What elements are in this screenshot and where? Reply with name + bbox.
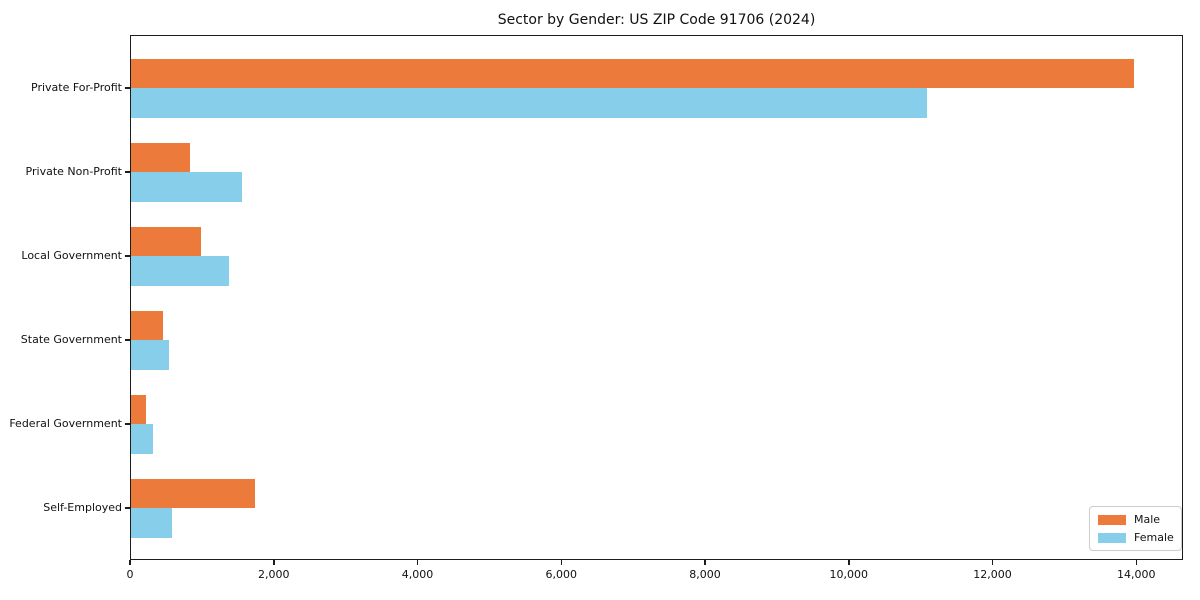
x-tick-label: 0 bbox=[126, 568, 134, 581]
bar-male-5 bbox=[131, 394, 147, 424]
x-tick-label: 12,000 bbox=[973, 568, 1012, 581]
plot-area bbox=[130, 35, 1183, 560]
bar-female-1 bbox=[131, 88, 928, 118]
y-tick-label: State Government bbox=[20, 333, 122, 346]
y-tick-label: Local Government bbox=[21, 249, 122, 262]
bar-female-4 bbox=[131, 340, 170, 370]
y-tick bbox=[125, 255, 130, 257]
x-tick-label: 14,000 bbox=[1117, 568, 1156, 581]
y-tick bbox=[125, 339, 130, 341]
bar-female-6 bbox=[131, 508, 172, 538]
chart-title: Sector by Gender: US ZIP Code 91706 (202… bbox=[497, 12, 816, 28]
legend-item-male: Male bbox=[1098, 513, 1173, 526]
legend-swatch-female bbox=[1098, 532, 1126, 543]
y-tick-label: Self-Employed bbox=[43, 501, 122, 514]
bar-female-3 bbox=[131, 256, 230, 286]
bar-male-6 bbox=[131, 478, 256, 508]
y-tick-label: Federal Government bbox=[9, 417, 122, 430]
x-tick-label: 2,000 bbox=[258, 568, 290, 581]
bar-female-5 bbox=[131, 424, 153, 454]
x-tick-label: 10,000 bbox=[829, 568, 869, 581]
x-tick-label: 6,000 bbox=[545, 568, 578, 581]
bar-male-4 bbox=[131, 310, 163, 340]
x-tick bbox=[273, 560, 275, 565]
x-tick bbox=[991, 560, 994, 565]
x-tick bbox=[1135, 560, 1138, 565]
bar-male-3 bbox=[131, 226, 202, 256]
x-tick bbox=[560, 560, 562, 565]
x-tick-label: 8,000 bbox=[689, 568, 721, 581]
bar-female-2 bbox=[131, 172, 243, 202]
legend-label: Female bbox=[1134, 531, 1174, 544]
y-tick bbox=[125, 87, 130, 89]
x-tick bbox=[848, 560, 850, 565]
bar-male-1 bbox=[131, 58, 1135, 88]
legend-item-female: Female bbox=[1098, 531, 1174, 544]
y-tick bbox=[125, 171, 130, 173]
bar-male-2 bbox=[131, 142, 190, 172]
x-tick bbox=[416, 560, 419, 565]
legend: Male Female bbox=[1089, 506, 1182, 551]
legend-swatch-male bbox=[1098, 514, 1126, 525]
x-tick bbox=[129, 560, 131, 565]
x-tick bbox=[704, 560, 706, 565]
y-tick-label: Private For-Profit bbox=[31, 81, 122, 94]
y-tick bbox=[125, 423, 130, 425]
y-tick bbox=[125, 507, 130, 509]
y-tick-label: Private Non-Profit bbox=[25, 165, 122, 178]
x-tick-label: 4,000 bbox=[401, 568, 434, 581]
legend-label: Male bbox=[1134, 513, 1161, 526]
